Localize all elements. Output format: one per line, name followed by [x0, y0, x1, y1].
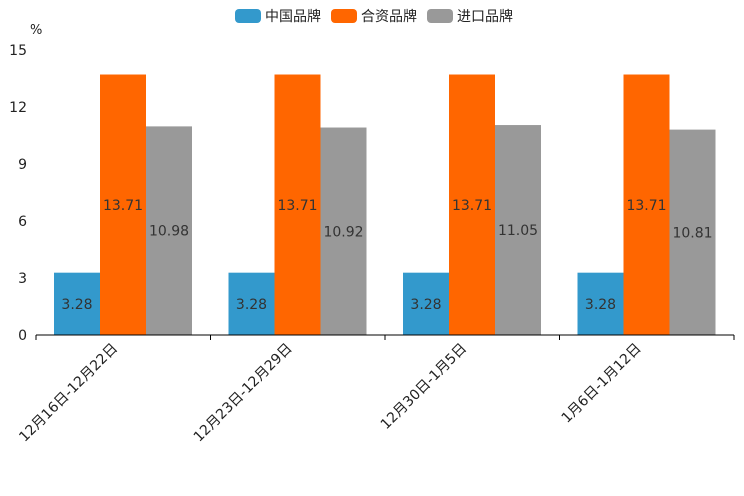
y-axis: 0 3 6 9 12 15 [9, 43, 27, 344]
y-tick-label: 12 [9, 100, 27, 116]
data-label: 13.71 [452, 198, 492, 214]
legend-label: 合资品牌 [361, 8, 417, 25]
bar [495, 125, 541, 335]
data-label: 13.71 [626, 198, 666, 214]
legend-swatch [427, 9, 453, 23]
x-category-label: 1月6日-1月12日 [559, 341, 645, 427]
bar [623, 74, 670, 335]
data-label: 10.92 [323, 224, 363, 240]
bar [577, 272, 624, 335]
x-category-label: 12月16日-12月22日 [16, 341, 121, 446]
y-axis-unit: % [30, 23, 42, 38]
bar [100, 74, 146, 335]
y-tick-label: 6 [18, 214, 27, 230]
data-label: 3.28 [236, 297, 267, 313]
legend-swatch [331, 9, 357, 23]
legend-swatch [235, 9, 261, 23]
data-label: 3.28 [585, 297, 616, 313]
bars [54, 74, 716, 336]
bar [403, 272, 449, 335]
bar [228, 272, 275, 335]
data-label: 10.98 [149, 224, 189, 240]
legend-label: 中国品牌 [265, 8, 321, 25]
y-tick-label: 3 [18, 271, 27, 287]
x-axis: 12月16日-12月22日 12月23日-12月29日 12月30日-1月5日 1月6… [16, 334, 735, 446]
bar [146, 126, 192, 335]
bar [320, 127, 367, 336]
bar [54, 272, 100, 335]
data-label: 11.05 [498, 223, 538, 239]
y-tick-label: 9 [18, 157, 27, 173]
data-label: 10.81 [672, 225, 712, 241]
x-category-label: 12月30日-1月5日 [378, 341, 470, 433]
bar [449, 74, 495, 335]
legend: 中国品牌 合资品牌 进口品牌 [235, 8, 513, 25]
data-label: 13.71 [277, 198, 317, 214]
x-category-label: 12月23日-12月29日 [191, 341, 296, 446]
y-tick-label: 15 [9, 43, 27, 59]
bar [274, 74, 321, 335]
bar [669, 129, 716, 335]
data-label: 3.28 [61, 297, 92, 313]
data-labels: 3.28 13.71 10.98 3.28 13.71 10.92 3.28 13.71 11.… [61, 198, 712, 313]
data-label: 13.71 [103, 198, 143, 214]
legend-label: 进口品牌 [457, 8, 513, 25]
data-label: 3.28 [410, 297, 441, 313]
y-tick-label: 0 [18, 328, 27, 344]
